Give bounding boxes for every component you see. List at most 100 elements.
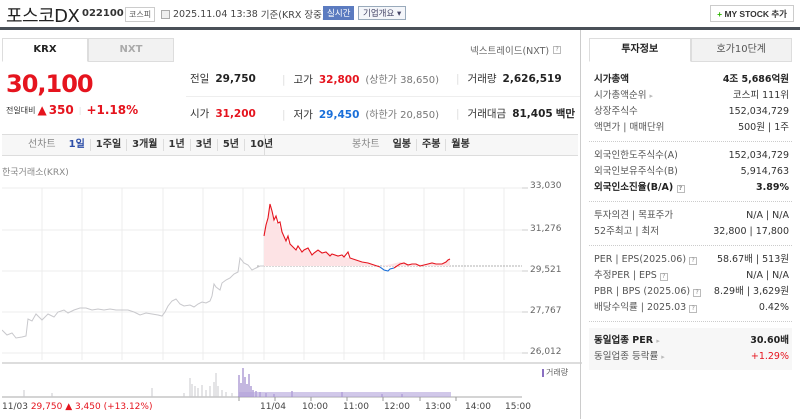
tab-krx[interactable]: KRX: [2, 38, 88, 62]
info-row: 외국인한도주식수(A) 152,034,729: [589, 148, 792, 164]
tab-order-book[interactable]: 호가10단계: [690, 38, 792, 62]
separator: |: [282, 109, 286, 121]
foreign-limit-value: 152,034,729: [728, 150, 789, 161]
period-1w[interactable]: 1주일: [89, 139, 126, 151]
pbr-bps-value: 8.29배 | 3,629원: [713, 286, 789, 297]
timestamp-suffix: 기준(KRX 장중): [260, 10, 326, 21]
line-chart-periods: 선차트 1일 1주일 3개월 1년 3년 5년 10년: [28, 139, 278, 151]
info-row: 52주최고 | 최저 32,800 | 17,800: [589, 224, 792, 240]
add-my-stock-button[interactable]: + MY STOCK 추가: [710, 5, 794, 22]
chevron-right-icon: ▸: [649, 92, 653, 100]
par-value-value: 500원 | 1주: [738, 122, 789, 133]
volume-label: 거래량: [467, 73, 497, 85]
calendar-icon: [161, 9, 170, 19]
x-tick-1200: 12:00: [384, 402, 410, 412]
help-icon[interactable]: ?: [659, 273, 668, 281]
volume: | 거래량 2,626,519: [456, 71, 562, 86]
x-tick-1300: 13:00: [425, 402, 451, 412]
per-eps-label: PER | EPS(2025.06) ?: [594, 252, 698, 268]
tab-investment-info[interactable]: 투자정보: [589, 38, 691, 62]
y-tick-5: 26,012: [530, 347, 562, 357]
trade-amount: | 거래대금 81,405 백만: [456, 106, 575, 121]
market-cap-rank-label: 시가총액순위 ▸: [594, 90, 653, 101]
y-tick-3: 29,521: [530, 265, 562, 275]
company-overview-dropdown[interactable]: 기업개요 ▾: [358, 6, 407, 20]
peer-change-label: 동일업종 등락률 ▸: [594, 351, 665, 362]
exchange-tabs: KRX NXT: [2, 38, 174, 62]
volume-value: 2,626,519: [502, 73, 562, 85]
period-10y[interactable]: 10년: [244, 139, 278, 151]
period-divider: [264, 135, 265, 155]
candle-monthly[interactable]: 월봉: [445, 139, 474, 151]
chart-svg: [2, 187, 582, 401]
help-icon[interactable]: ?: [693, 289, 702, 297]
amount-value: 81,405: [512, 108, 553, 120]
info-row[interactable]: 동일업종 등락률 ▸ +1.29%: [589, 349, 792, 365]
open-price: 시가 31,200: [190, 106, 256, 121]
help-icon[interactable]: ?: [689, 305, 698, 313]
period-1y[interactable]: 1년: [162, 139, 190, 151]
info-row: 외국인보유주식수(B) 5,914,763: [589, 164, 792, 180]
high-label: 고가: [293, 74, 313, 86]
chevron-right-icon: ▸: [661, 353, 665, 361]
amount-label: 거래대금: [467, 108, 507, 120]
info-row: 외국인소진율(B/A) ? 3.89%: [589, 180, 792, 196]
info-row[interactable]: 동일업종 PER ▸ 30.60배: [589, 333, 792, 349]
tab-nxt[interactable]: NXT: [88, 38, 174, 62]
help-icon[interactable]: ?: [553, 46, 562, 54]
x-tick-1104: 11/04: [260, 402, 286, 412]
realtime-badge[interactable]: 실시간: [323, 6, 355, 20]
info-row[interactable]: 시가총액순위 ▸ 코스피 111위: [589, 88, 792, 104]
opinion-group: 투자의견 | 목표주가 N/A | N/A 52주최고 | 최저 32,800 …: [589, 202, 792, 246]
investment-info-panel: 투자정보 호가10단계 시가총액 4조 5,686억원 시가총액순위 ▸ 코스피…: [580, 30, 800, 419]
foreign-ratio-value: 3.89%: [756, 182, 789, 193]
y-tick-1: 33,030: [530, 181, 562, 191]
stock-code: 022100: [82, 8, 124, 19]
period-3m[interactable]: 3개월: [126, 139, 162, 151]
help-icon[interactable]: ?: [676, 185, 685, 193]
nextrade-label: 넥스트레이드(NXT): [470, 46, 550, 57]
period-1d[interactable]: 1일: [68, 139, 85, 150]
prev-volume-bars: [23, 373, 233, 397]
peer-change-value: +1.29%: [750, 351, 789, 362]
add-my-stock-label: MY STOCK 추가: [724, 9, 787, 19]
dividend-value: 0.42%: [758, 302, 789, 313]
candle-chart-periods: 봉차트 일봉 주봉 월봉: [352, 139, 475, 151]
52w-value: 32,800 | 17,800: [713, 226, 789, 237]
intraday-chart[interactable]: 33,030 31,276 29,521 27,767 26,012 거래량 1…: [2, 180, 582, 419]
separator: |: [282, 74, 286, 86]
up-arrow-icon: ▲: [37, 103, 47, 117]
today-down-line: [379, 266, 395, 272]
upper-limit: (상한가 38,650): [365, 75, 439, 86]
change-label: 전일대비: [6, 105, 36, 115]
prev-day-date: 11/03: [2, 402, 28, 412]
chart-period-bar: 선차트 1일 1주일 3개월 1년 3년 5년 10년 봉차트 일봉 주봉 월봉: [2, 134, 578, 156]
help-icon[interactable]: ?: [689, 257, 698, 265]
stats-row-1: 전일 29,750 | 고가 32,800 (상한가 38,650) | 거래량…: [186, 62, 580, 97]
foreign-holding-label: 외국인보유주식수(B): [594, 166, 678, 177]
x-tick-1100: 11:00: [343, 402, 369, 412]
volume-legend: 거래량: [542, 367, 568, 378]
info-row: 투자의견 | 목표주가 N/A | N/A: [589, 208, 792, 224]
opinion-value: N/A | N/A: [746, 210, 789, 221]
market-badge: 코스피: [125, 7, 156, 22]
high-price: | 고가 32,800 (상한가 38,650): [282, 71, 439, 87]
today-area-fill: [264, 204, 450, 267]
est-per-value: N/A | N/A: [746, 270, 789, 281]
current-price: 30,100: [6, 70, 94, 98]
stock-name: 포스코DX: [6, 6, 80, 27]
market-cap-rank-value: 코스피 111위: [732, 90, 789, 101]
listed-shares-value: 152,034,729: [728, 106, 789, 117]
nextrade-link[interactable]: 넥스트레이드(NXT) ?: [470, 43, 562, 57]
exchange-label: 한국거래소(KRX): [2, 168, 69, 178]
candle-daily[interactable]: 일봉: [392, 139, 412, 150]
market-cap-group: 시가총액 4조 5,686억원 시가총액순위 ▸ 코스피 111위 상장주식수 …: [589, 66, 792, 142]
low-label: 저가: [293, 109, 313, 121]
prev-close: 전일 29,750: [190, 71, 256, 86]
candle-weekly[interactable]: 주봉: [416, 139, 445, 151]
peer-per-value: 30.60배: [750, 335, 789, 346]
peer-per-label: 동일업종 PER ▸: [594, 335, 660, 346]
period-5y[interactable]: 5년: [216, 139, 244, 151]
period-3y[interactable]: 3년: [189, 139, 217, 151]
